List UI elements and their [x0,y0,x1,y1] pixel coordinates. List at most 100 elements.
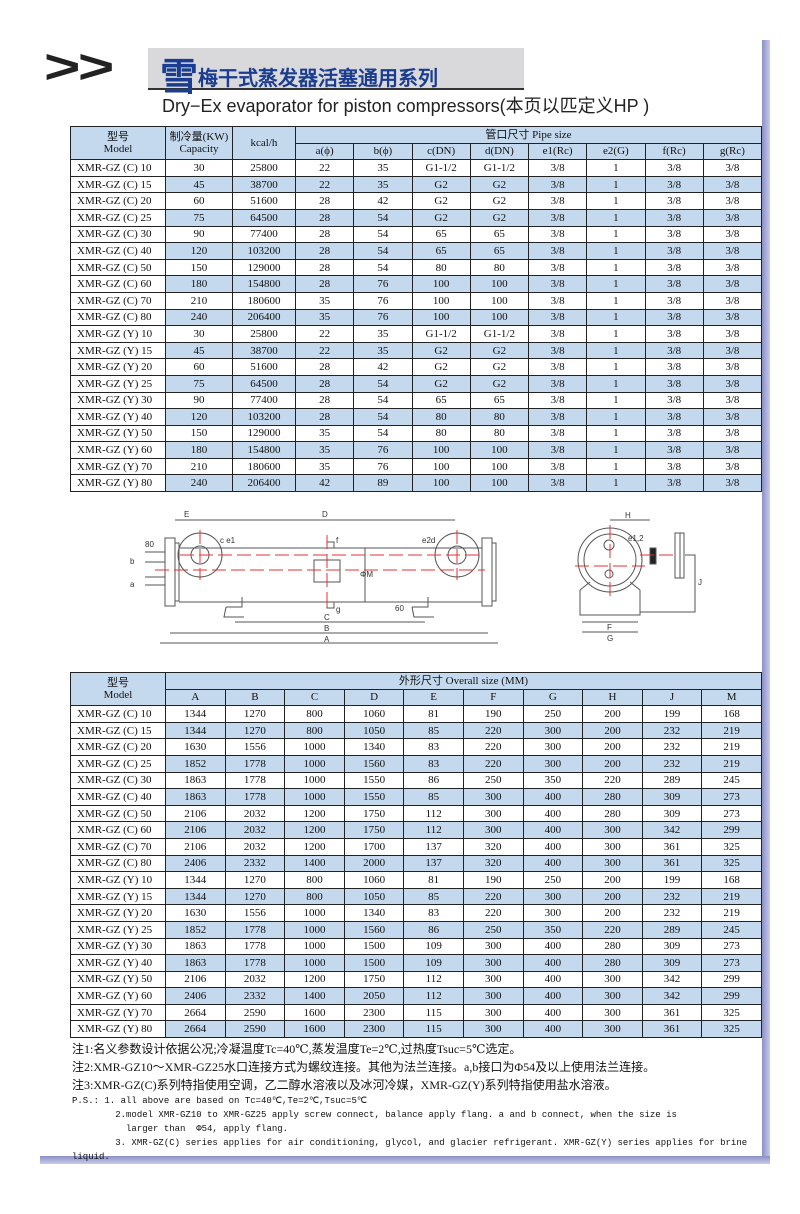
model-cell: XMR-GZ (C) 60 [70,275,166,293]
value-cell: 3/8 [644,242,704,260]
value-cell: 3/8 [644,408,704,426]
value-cell: 210 [165,291,233,310]
table-row: XMR-GZ (Y) 80 240 206400 42 89 100 100 3/8 1 3/8 3… [70,474,763,493]
value-cell: 180 [165,275,233,293]
value-cell: 137 [403,837,464,856]
value-cell: 309 [641,804,703,823]
header-model: 型号 Model [70,125,166,161]
subheader-cell: g(Rc) [702,142,763,161]
value-cell: 342 [641,970,703,989]
label-G: G [607,634,613,643]
value-cell: 3/8 [527,374,588,393]
value-cell: 100 [469,291,530,310]
value-cell: 232 [641,754,703,773]
table-row: XMR-GZ (C) 80 240 206400 35 76 100 100 3/8 1 3/8 3… [70,308,763,327]
table-row: XMR-GZ (Y) 15 1344 1270 800 1050 85 220 300 200 2… [70,887,762,906]
value-cell: 3/8 [644,175,704,194]
label-B: B [324,624,329,633]
value-cell: 3/8 [702,225,763,244]
value-cell: 100 [469,441,530,459]
value-cell: 2300 [343,1020,405,1039]
value-cell: 250 [522,871,584,889]
value-cell: 45 [165,341,233,360]
table-row: XMR-GZ (C) 10 30 25800 22 35 G1-1/2 G1-1/2 3/8 1… [70,159,763,177]
subheader-cell: D [343,688,405,707]
value-cell: 1 [586,325,646,343]
header-capacity: 制冷量(KW) Capacity [165,125,233,161]
value-cell: 3/8 [702,308,763,327]
value-cell: 1778 [224,920,286,939]
value-cell: 100 [411,441,471,459]
value-cell: 220 [462,754,524,773]
table-row: XMR-GZ (C) 40 1863 1778 1000 1550 85 300 400 280… [70,788,762,806]
model-cell: XMR-GZ (Y) 40 [70,408,166,426]
value-cell: 112 [403,821,464,839]
model-cell: XMR-GZ (C) 70 [70,837,166,856]
value-cell: 54 [353,258,413,277]
value-cell: 250 [462,771,524,790]
value-cell: 1000 [284,954,345,972]
value-cell: 2106 [165,837,226,856]
label-E: E [184,510,189,519]
value-cell: 1340 [343,738,405,756]
value-cell: 232 [641,721,703,740]
table-row: XMR-GZ (Y) 20 1630 1556 1000 1340 83 220 300 200… [70,904,762,922]
value-cell: 76 [353,291,413,310]
value-cell: 35 [353,175,413,194]
table-row: XMR-GZ (C) 20 1630 1556 1000 1340 83 220 300 200… [70,738,762,756]
ps-3: larger than Φ54, apply flang. [72,1124,289,1134]
value-cell: 2106 [165,821,226,839]
value-cell: 400 [522,954,584,972]
value-cell: 1863 [165,788,226,806]
value-cell: 3/8 [702,374,763,393]
value-cell: 300 [462,987,524,1005]
value-cell: 1863 [165,937,226,956]
value-cell: 3/8 [702,258,763,277]
value-cell: 3/8 [527,441,588,459]
value-cell: 38700 [232,341,296,360]
value-cell: 2106 [165,804,226,823]
value-cell: 1 [586,225,646,244]
value-cell: 300 [462,937,524,956]
value-cell: 3/8 [702,208,763,227]
value-cell: 1 [586,441,646,459]
value-cell: 2032 [224,837,286,856]
subheader-cell: c(DN) [411,142,471,161]
value-cell: 1 [586,242,646,260]
value-cell: 200 [582,904,643,922]
value-cell: G2 [411,374,471,393]
value-cell: 1600 [284,1003,345,1022]
header-kcal: kcal/h [232,125,296,161]
header-model-cn: 型号 [107,131,129,144]
value-cell: 100 [411,275,471,293]
value-cell: 112 [403,987,464,1005]
header-pipe-size: 管口尺寸 Pipe size [295,126,762,144]
value-cell: 80 [469,424,530,443]
value-cell: 3/8 [527,474,588,493]
value-cell: 200 [582,887,643,906]
table-row: XMR-GZ (C) 60 2106 2032 1200 1750 112 300 400 30… [70,821,762,839]
value-cell: 3/8 [702,441,763,459]
value-cell: 220 [462,904,524,922]
value-cell: 2000 [343,854,405,873]
value-cell: 325 [701,1020,762,1039]
model-cell: XMR-GZ (Y) 25 [70,374,166,393]
value-cell: 3/8 [644,225,704,244]
model-cell: XMR-GZ (Y) 70 [70,457,166,476]
value-cell: 1 [586,358,646,376]
value-cell: 120 [165,408,233,426]
value-cell: 80 [411,258,471,277]
value-cell: 112 [403,970,464,989]
table-row: XMR-GZ (Y) 30 1863 1778 1000 1500 109 300 400 28… [70,937,762,956]
value-cell: G2 [411,192,471,210]
value-cell: 1270 [224,721,286,740]
value-cell: 54 [353,391,413,410]
model-cell: XMR-GZ (C) 50 [70,804,166,823]
value-cell: 300 [462,1020,524,1039]
value-cell: 320 [462,854,524,873]
subheader-cell: d(DN) [469,142,530,161]
page-title: 梅干式蒸发器活塞通用系列 [198,66,438,90]
label-H: H [625,511,631,520]
value-cell: 400 [522,821,584,839]
value-cell: 28 [294,225,355,244]
